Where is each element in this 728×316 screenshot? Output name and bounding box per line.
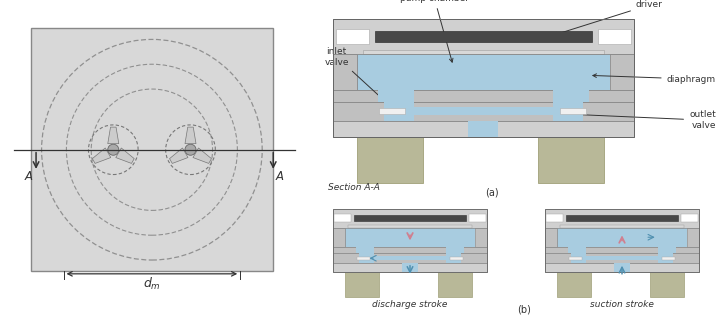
Bar bbox=[333, 209, 488, 272]
Bar bbox=[374, 256, 446, 260]
Bar bbox=[333, 19, 634, 54]
Text: suction stroke: suction stroke bbox=[590, 300, 654, 308]
Bar bbox=[561, 108, 586, 114]
Bar bbox=[614, 263, 630, 272]
Bar bbox=[657, 247, 676, 253]
Bar bbox=[333, 209, 488, 228]
Bar bbox=[553, 90, 589, 102]
Bar bbox=[336, 29, 369, 44]
Bar bbox=[345, 272, 379, 297]
Bar bbox=[31, 28, 273, 271]
Text: Section A-A: Section A-A bbox=[328, 183, 380, 191]
Bar bbox=[449, 257, 463, 260]
Bar bbox=[357, 54, 610, 90]
Bar bbox=[357, 257, 370, 260]
Text: (b): (b) bbox=[517, 305, 531, 315]
Circle shape bbox=[108, 144, 119, 155]
Circle shape bbox=[185, 144, 196, 155]
Bar bbox=[650, 272, 684, 297]
Bar bbox=[355, 215, 466, 221]
Bar bbox=[545, 209, 700, 228]
Bar bbox=[446, 253, 461, 263]
Bar bbox=[356, 247, 374, 253]
Text: discharge stroke: discharge stroke bbox=[372, 300, 448, 308]
Bar bbox=[414, 107, 553, 115]
Bar bbox=[334, 214, 351, 222]
Bar bbox=[545, 209, 700, 272]
Text: (a): (a) bbox=[485, 188, 499, 198]
Bar bbox=[687, 228, 700, 247]
Bar bbox=[333, 228, 345, 247]
Bar bbox=[333, 263, 488, 272]
Bar bbox=[553, 102, 583, 121]
Bar bbox=[657, 253, 673, 263]
Polygon shape bbox=[108, 127, 119, 144]
Text: A: A bbox=[25, 170, 33, 183]
Bar bbox=[379, 108, 405, 114]
Bar bbox=[345, 228, 475, 247]
Bar bbox=[545, 247, 700, 253]
Bar bbox=[333, 121, 634, 137]
Polygon shape bbox=[185, 127, 196, 144]
Text: A: A bbox=[276, 170, 284, 183]
Text: diaphragm: diaphragm bbox=[593, 74, 716, 83]
Bar bbox=[333, 102, 634, 121]
Bar bbox=[333, 247, 488, 253]
Bar bbox=[348, 225, 472, 228]
Bar bbox=[546, 214, 563, 222]
Bar bbox=[598, 29, 631, 44]
Bar bbox=[375, 31, 592, 42]
Bar bbox=[333, 54, 357, 90]
Bar bbox=[333, 19, 634, 137]
Bar bbox=[446, 247, 464, 253]
Bar bbox=[378, 90, 414, 102]
Polygon shape bbox=[193, 148, 211, 163]
Bar bbox=[571, 253, 586, 263]
Text: pump chamber: pump chamber bbox=[400, 0, 469, 62]
Bar bbox=[538, 137, 604, 183]
Bar bbox=[333, 90, 634, 102]
Bar bbox=[662, 257, 675, 260]
Bar bbox=[403, 263, 418, 272]
Text: inlet
valve: inlet valve bbox=[325, 47, 393, 109]
Bar bbox=[557, 228, 687, 247]
Polygon shape bbox=[92, 148, 111, 163]
Bar bbox=[681, 214, 698, 222]
Bar bbox=[357, 137, 423, 183]
Bar bbox=[438, 272, 472, 297]
Bar bbox=[363, 50, 604, 54]
Bar bbox=[468, 121, 499, 137]
Bar bbox=[569, 257, 582, 260]
Bar bbox=[333, 253, 488, 263]
Bar bbox=[610, 54, 634, 90]
Bar bbox=[359, 253, 374, 263]
Polygon shape bbox=[170, 148, 188, 163]
Text: $d_m$: $d_m$ bbox=[143, 276, 161, 292]
Bar bbox=[469, 214, 486, 222]
Bar bbox=[545, 253, 700, 263]
Text: outlet
valve: outlet valve bbox=[578, 110, 716, 130]
Bar bbox=[384, 102, 414, 121]
Text: driver: driver bbox=[553, 1, 662, 36]
Polygon shape bbox=[116, 148, 134, 163]
Bar bbox=[333, 54, 634, 90]
Bar bbox=[475, 228, 488, 247]
Bar bbox=[586, 256, 657, 260]
Bar bbox=[560, 225, 684, 228]
Bar bbox=[545, 228, 700, 247]
Bar bbox=[545, 263, 700, 272]
Bar bbox=[568, 247, 586, 253]
Bar bbox=[333, 228, 488, 247]
Bar bbox=[545, 228, 557, 247]
Bar bbox=[557, 272, 591, 297]
Bar bbox=[566, 215, 678, 221]
